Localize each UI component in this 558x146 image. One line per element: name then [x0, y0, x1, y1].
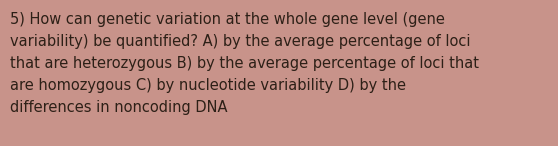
Text: are homozygous C) by nucleotide variability D) by the: are homozygous C) by nucleotide variabil… [10, 78, 406, 93]
Text: differences in noncoding DNA: differences in noncoding DNA [10, 100, 228, 115]
Text: variability) be quantified? A) by the average percentage of loci: variability) be quantified? A) by the av… [10, 34, 470, 49]
Text: that are heterozygous B) by the average percentage of loci that: that are heterozygous B) by the average … [10, 56, 479, 71]
Text: 5) How can genetic variation at the whole gene level (gene: 5) How can genetic variation at the whol… [10, 12, 445, 27]
